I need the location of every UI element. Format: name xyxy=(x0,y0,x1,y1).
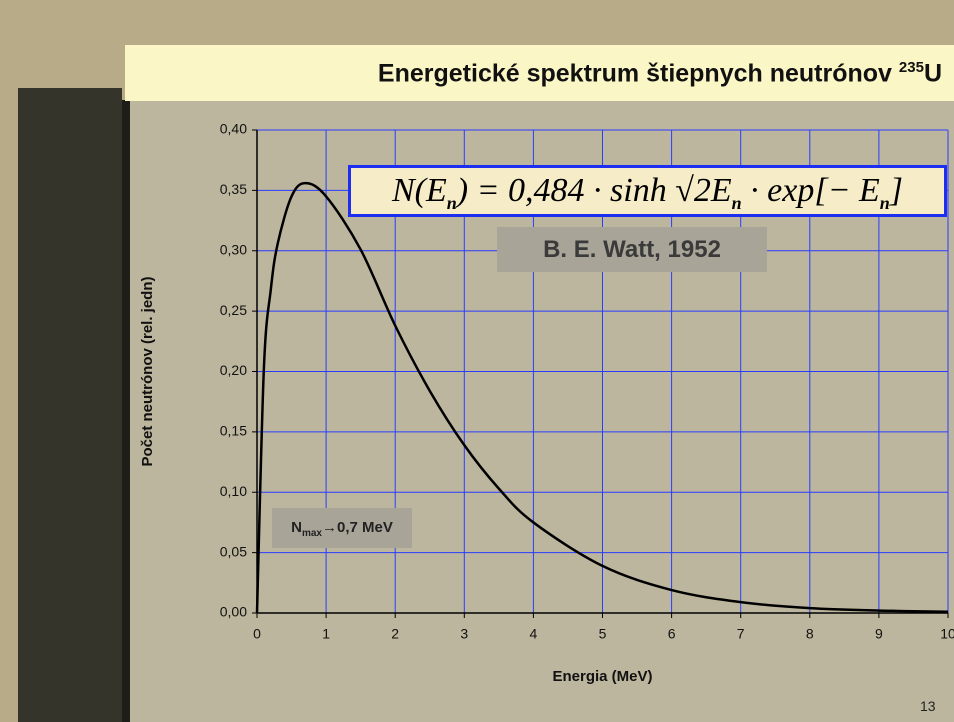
x-tick-label: 8 xyxy=(806,626,814,642)
line-series xyxy=(255,181,949,614)
y-axis-label: Počet neutrónov (rel. jedn) xyxy=(139,276,156,466)
x-tick-label: 0 xyxy=(253,626,261,642)
page-number: 13 xyxy=(920,698,936,714)
annotation: B. E. Watt, 1952 xyxy=(497,227,767,272)
y-tick-label: 0,25 xyxy=(220,302,247,318)
x-axis-label: Energia (MeV) xyxy=(552,668,652,685)
title-text: Energetické spektrum štiepnych neutrónov xyxy=(377,59,899,88)
note: Nmax→0,7 MeV xyxy=(272,508,412,548)
note-sub: max xyxy=(301,528,322,539)
title-end: U xyxy=(923,59,942,88)
x-tick-label: 1 xyxy=(322,626,330,642)
y-tick-label: 0,05 xyxy=(220,543,247,559)
note-part: →0,7 MeV xyxy=(321,519,393,536)
formula-part: · exp[− E xyxy=(741,172,880,209)
formula-sub: n xyxy=(879,192,890,213)
y-tick-label: 0,40 xyxy=(220,121,247,137)
title-bar: Energetické spektrum štiepnych neutrónov… xyxy=(125,45,954,101)
note-part: N xyxy=(291,519,302,536)
y-tick-label: 0,30 xyxy=(220,241,247,257)
y-tick-label: 0,15 xyxy=(220,423,247,439)
x-tick-label: 4 xyxy=(530,626,538,642)
y-tick-label: 0,20 xyxy=(220,362,247,378)
y-tick-label: 0,00 xyxy=(220,604,247,620)
left-strip xyxy=(18,88,122,722)
title-sup: 235 xyxy=(898,59,924,76)
slide-title: Energetické spektrum štiepnych neutrónov… xyxy=(378,59,942,88)
x-tick-label: 5 xyxy=(599,626,607,642)
formula-sub: n xyxy=(731,192,742,213)
x-tick-label: 10 xyxy=(940,626,954,642)
edge xyxy=(122,100,130,722)
formula-part: ) = 0,484 · sinh √2E xyxy=(456,172,732,209)
x-tick-label: 3 xyxy=(460,626,468,642)
x-tick-label: 2 xyxy=(391,626,399,642)
y-tick-label: 0,35 xyxy=(220,181,247,197)
x-tick-label: 7 xyxy=(737,626,745,642)
formula: N(En) = 0,484 · sinh √2En · exp[− En] xyxy=(348,165,947,217)
x-tick-label: 6 xyxy=(668,626,676,642)
y-tick-label: 0,10 xyxy=(220,483,247,499)
x-tick-label: 9 xyxy=(875,626,883,642)
formula-part: N(E xyxy=(391,172,447,209)
formula-part: ] xyxy=(889,172,904,209)
formula-sub: n xyxy=(446,192,457,213)
